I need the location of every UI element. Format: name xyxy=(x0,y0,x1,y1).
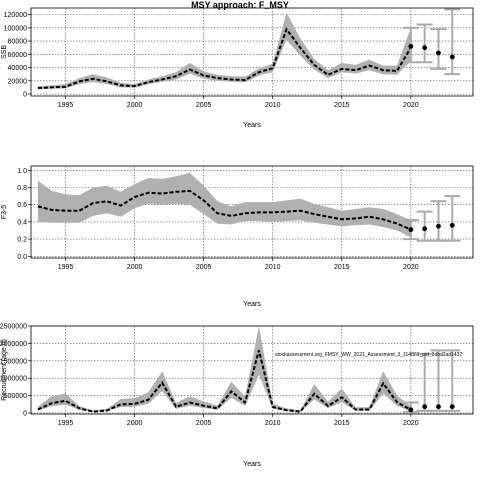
y-tick-label: 100000 xyxy=(4,25,27,32)
x-tick-label: 2000 xyxy=(127,420,143,427)
chart-panel-2: 1995 2000 2005 2010 2015 2020 0.0 0.2 0.4 0.6 0.8 1… xyxy=(1,165,474,308)
y-tick-label: 0.2 xyxy=(17,237,27,244)
median-line xyxy=(37,189,412,231)
forecast-point xyxy=(436,50,441,56)
x-tick-label: 2010 xyxy=(265,420,281,427)
chart-panel-3: 1995 2000 2005 2010 2015 2020 0 500000 1000000 15… xyxy=(0,324,474,468)
median-line xyxy=(37,27,412,90)
chart-panel-1: 1995 2000 2005 2010 2015 2020 0 20000 40000 60000… xyxy=(1,7,474,129)
y-tick-label: 120000 xyxy=(4,12,27,19)
confidence-band xyxy=(37,12,411,90)
x-tick-label: 2005 xyxy=(196,264,212,271)
forecast-point xyxy=(449,54,455,60)
x-tick-label: 2005 xyxy=(196,102,212,109)
x-tick-label: 1995 xyxy=(58,264,74,271)
x-tick-label: 2010 xyxy=(265,102,281,109)
forecast-point xyxy=(449,404,455,410)
forecast-point xyxy=(422,226,428,232)
forecast-point xyxy=(422,45,428,51)
x-tick-label: 2015 xyxy=(334,264,350,271)
forecast-point xyxy=(408,43,414,49)
y-tick-label: 0 xyxy=(23,92,27,99)
x-tick-label: 2000 xyxy=(127,102,143,109)
y-tick-label: 1.0 xyxy=(17,168,27,175)
chart-title: MSY approach: F_MSY xyxy=(191,0,289,10)
forecast-point xyxy=(408,407,414,413)
y-tick-label: 1500000 xyxy=(0,358,27,365)
y-tick-label: 2000000 xyxy=(0,341,27,348)
x-tick-label: 2000 xyxy=(127,264,143,271)
forecast-point xyxy=(449,222,455,228)
median-line xyxy=(37,350,412,413)
x-axis-title: Years xyxy=(243,301,261,308)
y-tick-label: 40000 xyxy=(8,65,28,72)
y-tick-label: 80000 xyxy=(8,39,28,46)
x-tick-label: 2015 xyxy=(334,102,350,109)
x-tick-label: 1995 xyxy=(58,420,74,427)
y-tick-label: 60000 xyxy=(8,52,28,59)
y-axis-title: F3-5 xyxy=(1,205,8,220)
x-tick-label: 2020 xyxy=(403,102,419,109)
forecast-point xyxy=(422,404,428,410)
x-axis-title: Years xyxy=(243,461,261,468)
y-tick-label: 0 xyxy=(23,410,27,417)
y-tick-label: 2500000 xyxy=(0,324,27,331)
y-tick-label: 0.4 xyxy=(17,219,27,226)
confidence-band xyxy=(37,326,411,413)
x-tick-label: 1995 xyxy=(58,102,74,109)
x-tick-label: 2010 xyxy=(265,264,281,271)
x-tick-label: 2015 xyxy=(334,420,350,427)
x-tick-label: 2005 xyxy=(196,420,212,427)
x-tick-label: 2020 xyxy=(403,264,419,271)
watermark-text: stockassessment.org_FMSY_WW_2021_Assessm… xyxy=(275,352,462,358)
y-tick-label: 1000000 xyxy=(0,376,27,383)
plot-frame xyxy=(30,7,474,97)
plot-frame xyxy=(30,325,474,415)
y-tick-label: 0.6 xyxy=(17,202,27,209)
forecast-point xyxy=(436,223,441,229)
y-axis-title: Recruitment (age 0) xyxy=(1,339,8,401)
forecast-point xyxy=(408,227,414,233)
forecast-point xyxy=(436,404,441,410)
plot-frame xyxy=(30,165,474,259)
y-tick-label: 0.8 xyxy=(17,185,27,192)
y-tick-label: 20000 xyxy=(8,78,28,85)
y-tick-label: 500000 xyxy=(4,393,27,400)
y-tick-label: 0.0 xyxy=(17,254,27,261)
y-axis-title: SSB xyxy=(1,45,8,59)
x-axis-title: Years xyxy=(243,122,261,129)
confidence-band xyxy=(37,172,411,238)
x-tick-label: 2020 xyxy=(403,420,419,427)
